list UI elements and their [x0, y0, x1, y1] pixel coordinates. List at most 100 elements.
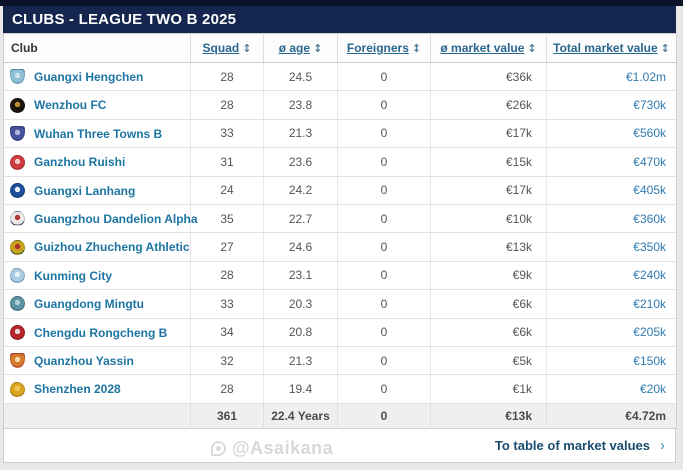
total-market-value-link[interactable]: €240k	[633, 268, 666, 283]
table-row[interactable]: Wenzhou FC 28 23.8 0 €26k €730k	[3, 90, 677, 120]
total-market-value-link[interactable]: €1.02m	[625, 69, 666, 84]
total-market-value-cell: €730k	[546, 90, 677, 120]
table-row[interactable]: Kunming City 28 23.1 0 €9k €240k	[3, 261, 677, 291]
avg-market-value-cell: €1k	[430, 374, 547, 404]
total-market-value-cell: €405k	[546, 176, 677, 205]
table-row[interactable]: Guangxi Lanhang 24 24.2 0 €17k €405k	[3, 176, 677, 205]
avg-age-cell: 20.8	[263, 318, 338, 347]
club-link[interactable]: Wuhan Three Towns B	[34, 126, 163, 141]
total-market-value-cell: €150k	[546, 346, 677, 376]
table-row[interactable]: Shenzhen 2028 28 19.4 0 €1k €20k	[3, 374, 677, 404]
total-market-value-link[interactable]: €360k	[633, 211, 666, 226]
club-cell: Kunming City	[3, 261, 191, 291]
clubs-table-widget: CLUBS - LEAGUE TWO B 2025 Club Squad ↕ ø …	[3, 6, 677, 463]
total-market-value-link[interactable]: €20k	[639, 381, 666, 396]
table-row[interactable]: Guangdong Mingtu 33 20.3 0 €6k €210k	[3, 289, 677, 319]
avg-age-cell: 23.1	[263, 261, 338, 291]
club-cell: Ganzhou Ruishi	[3, 147, 191, 177]
foreigners-cell: 0	[337, 62, 431, 92]
sort-arrows-icon[interactable]: ↕	[242, 42, 252, 55]
squad-cell: 24	[190, 176, 264, 205]
total-market-value-cell: €240k	[546, 261, 677, 291]
column-header-club: Club	[3, 33, 191, 63]
column-header-avg-market-value: ø market value ↕	[430, 33, 547, 63]
foreigners-cell: 0	[337, 374, 431, 404]
squad-cell: 31	[190, 147, 264, 177]
club-crest-icon	[10, 182, 25, 198]
foreigners-cell: 0	[337, 289, 431, 319]
club-link[interactable]: Kunming City	[34, 268, 112, 283]
sort-avg-market-value-link[interactable]: ø market value	[440, 41, 525, 55]
sort-total-market-value-link[interactable]: Total market value	[553, 41, 658, 55]
total-market-value-cell: €20k	[546, 374, 677, 404]
avg-market-value-cell: €6k	[430, 318, 547, 347]
total-market-value-link[interactable]: €350k	[633, 240, 666, 255]
club-cell: Guangxi Hengchen	[3, 62, 191, 92]
table-header-row: Club Squad ↕ ø age ↕ Foreigners ↕ ø market …	[3, 33, 677, 63]
squad-cell: 33	[190, 119, 264, 149]
club-link[interactable]: Guizhou Zhucheng Athletic	[34, 240, 190, 255]
avg-age-cell: 22.7	[263, 204, 338, 234]
club-link[interactable]: Quanzhou Yassin	[34, 353, 134, 368]
club-link[interactable]: Guangxi Hengchen	[34, 69, 144, 84]
total-market-value-cell: €350k	[546, 232, 677, 262]
squad-cell: 32	[190, 346, 264, 376]
sort-squad-link[interactable]: Squad	[202, 41, 240, 55]
table-row[interactable]: Wuhan Three Towns B 33 21.3 0 €17k €560k	[3, 119, 677, 149]
total-market-value-link[interactable]: €405k	[633, 183, 666, 198]
sort-arrows-icon[interactable]: ↕	[660, 42, 670, 55]
club-link[interactable]: Chengdu Rongcheng B	[34, 325, 168, 340]
avg-market-value-cell: €5k	[430, 346, 547, 376]
club-crest-icon	[10, 239, 25, 255]
avg-market-value-cell: €26k	[430, 90, 547, 120]
totals-row: 361 22.4 Years 0 €13k €4.72m	[3, 402, 677, 429]
club-cell: Wuhan Three Towns B	[3, 119, 191, 149]
club-link[interactable]: Wenzhou FC	[34, 98, 107, 113]
total-market-value-link[interactable]: €205k	[633, 325, 666, 340]
avg-age-cell: 21.3	[263, 346, 338, 376]
squad-cell: 28	[190, 374, 264, 404]
avg-market-value-cell: €36k	[430, 62, 547, 92]
total-market-value-link[interactable]: €470k	[633, 154, 666, 169]
sort-arrows-icon[interactable]: ↕	[411, 42, 422, 55]
club-link[interactable]: Guangzhou Dandelion Alpha	[34, 211, 198, 226]
to-market-values-link[interactable]: To table of market values	[494, 437, 650, 453]
total-market-value-link[interactable]: €730k	[633, 98, 666, 113]
table-row[interactable]: Ganzhou Ruishi 31 23.6 0 €15k €470k	[3, 147, 677, 177]
total-market-value-cell: €205k	[546, 318, 677, 347]
squad-cell: 33	[190, 289, 264, 319]
club-link[interactable]: Guangxi Lanhang	[34, 183, 136, 198]
total-market-value-cell: €360k	[546, 204, 677, 234]
avg-market-value-cell: €13k	[430, 232, 547, 262]
club-link[interactable]: Ganzhou Ruishi	[34, 155, 126, 170]
total-market-value-link[interactable]: €150k	[633, 353, 666, 368]
table-row[interactable]: Chengdu Rongcheng B 34 20.8 0 €6k €205k	[3, 318, 677, 347]
total-market-value-link[interactable]: €210k	[633, 296, 666, 311]
foreigners-cell: 0	[337, 204, 431, 234]
avg-market-value-cell: €9k	[430, 261, 547, 291]
club-link[interactable]: Guangdong Mingtu	[34, 296, 144, 311]
club-cell: Guangxi Lanhang	[3, 176, 191, 205]
table-footer-bar: To table of market values ›	[3, 428, 676, 463]
totals-empty-cell	[3, 402, 191, 429]
avg-age-cell: 23.6	[263, 147, 338, 177]
foreigners-cell: 0	[337, 90, 431, 120]
foreigners-cell: 0	[337, 119, 431, 149]
sort-avg-age-link[interactable]: ø age	[278, 41, 311, 55]
avg-age-cell: 24.6	[263, 232, 338, 262]
sort-arrows-icon[interactable]: ↕	[313, 42, 323, 55]
avg-market-value-cell: €10k	[430, 204, 547, 234]
table-row[interactable]: Guizhou Zhucheng Athletic 27 24.6 0 €13k…	[3, 232, 677, 262]
total-market-value-link[interactable]: €560k	[633, 126, 666, 141]
sort-arrows-icon[interactable]: ↕	[527, 42, 537, 55]
squad-cell: 34	[190, 318, 264, 347]
club-link[interactable]: Shenzhen 2028	[34, 382, 121, 397]
table-row[interactable]: Guangzhou Dandelion Alpha 35 22.7 0 €10k…	[3, 204, 677, 234]
chevron-right-icon[interactable]: ›	[660, 436, 665, 454]
club-crest-icon	[10, 324, 25, 340]
table-row[interactable]: Quanzhou Yassin 32 21.3 0 €5k €150k	[3, 346, 677, 376]
table-row[interactable]: Guangxi Hengchen 28 24.5 0 €36k €1.02m	[3, 62, 677, 92]
totals-squad: 361	[190, 402, 264, 429]
sort-foreigners-link[interactable]: Foreigners	[346, 41, 409, 55]
avg-age-cell: 23.8	[263, 90, 338, 120]
